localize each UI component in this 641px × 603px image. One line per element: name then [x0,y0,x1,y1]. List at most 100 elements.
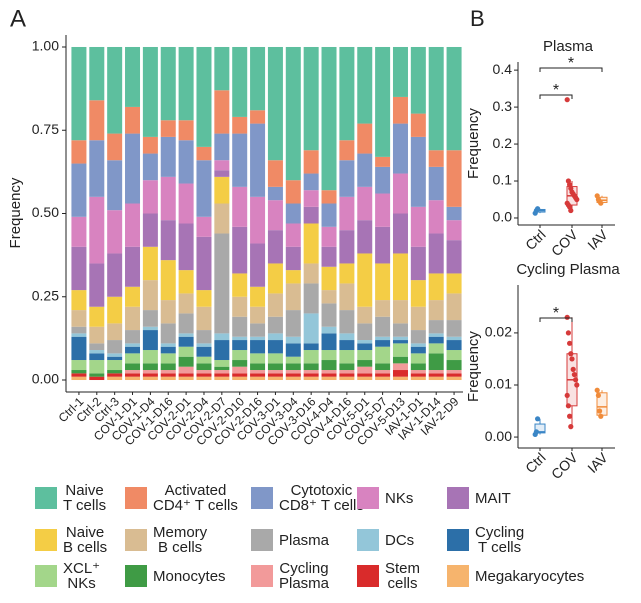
bar-segment [89,196,105,264]
y-tick-label: 1.00 [32,38,59,54]
legend-item: Cycling T cells [447,523,524,557]
bar-segment [321,350,337,361]
bar-segment [232,366,248,374]
bar-segment [428,150,444,167]
bar-segment [178,373,194,377]
bar-segment [446,350,462,361]
bar-segment [446,336,462,341]
bar-segment [303,343,319,351]
bar-segment [285,283,301,311]
bar-segment [428,166,444,201]
y-tick-label: 0.4 [493,61,513,77]
bar-segment [410,46,426,114]
bar-segment [392,336,408,341]
bar-segment [107,353,123,357]
bar-segment [392,253,408,301]
bar-segment [410,376,426,381]
bar-segment [392,356,408,364]
bar-segment [267,263,283,294]
legend-label: NKs [385,489,414,507]
bar-segment [125,376,141,381]
point [574,382,580,388]
bar-segment [321,290,337,304]
bar-segment [142,310,158,327]
point [565,330,572,336]
bar-segment [410,370,426,374]
bar-segment [285,223,301,247]
bar-segment [232,350,248,361]
bar-segment [214,160,230,171]
bar-segment [196,46,212,147]
bar-segment [357,153,373,187]
bar-segment [446,220,462,241]
bar-segment [428,370,444,374]
bar-segment [428,200,444,234]
bar-segment [428,353,444,371]
bar-segment [107,133,123,161]
bar-segment [89,353,105,361]
bar-segment [446,273,462,294]
bar-segment [339,263,355,284]
bar-segment [89,350,105,354]
bar-segment [339,376,355,381]
bar-segment [428,320,444,334]
bar-segment [339,350,355,364]
y-axis-label: Frequency [7,177,24,248]
chart-title: Plasma [543,38,594,55]
bar-segment [375,346,391,364]
bar-segment [410,353,426,364]
bar-segment [285,336,301,344]
bar-segment [428,233,444,274]
bar-segment [303,46,319,151]
bar-segment [232,226,248,274]
bar-segment [250,340,266,354]
bar-segment [392,96,408,124]
legend-label: Activated CD4⁺ T cells [153,482,238,514]
bar-segment [178,183,194,224]
legend-swatch [35,529,57,551]
bar-segment [71,326,87,334]
y-tick-label: 0.2 [493,135,513,151]
bar-segment [232,376,248,381]
bar-segment [196,356,212,364]
legend-label: Cycling Plasma [279,560,330,592]
bar-segment [160,220,176,261]
bar-segment [375,373,391,377]
bar-segment [214,46,230,91]
bar-segment [196,236,212,291]
bar-segment [410,343,426,347]
bar-segment [178,376,194,381]
bar-segment [375,226,391,264]
bar-segment [214,176,230,204]
point [569,356,575,362]
x-tick-label: IAV [584,449,611,476]
bar-segment [446,320,462,337]
y-tick-label: 0.01 [485,376,512,392]
bar-segment [303,173,319,191]
bar-segment [214,170,230,177]
bar-segment [142,350,158,364]
legend-item: Memory B cells [125,523,207,557]
point [598,413,604,419]
bar-segment [339,283,355,311]
bar-segment [71,310,87,327]
bar-segment [339,230,355,264]
bar-segment [250,363,266,371]
bar-segment [142,136,158,154]
bar-segment [428,373,444,377]
bar-segment [357,373,373,377]
bar-segment [446,206,462,221]
bar-segment [285,356,301,364]
y-tick-label: 0.0 [493,209,513,225]
legend-swatch [447,565,469,587]
bar-segment [142,326,158,331]
bar-segment [321,376,337,381]
y-tick-label: 0.02 [485,324,512,340]
legend-swatch [357,529,379,551]
bar-segment [232,360,248,367]
significance-label: * [553,82,559,99]
legend-item: Megakaryocytes [447,559,584,593]
y-axis-label: Frequency [465,331,482,402]
bar-segment [107,160,123,211]
